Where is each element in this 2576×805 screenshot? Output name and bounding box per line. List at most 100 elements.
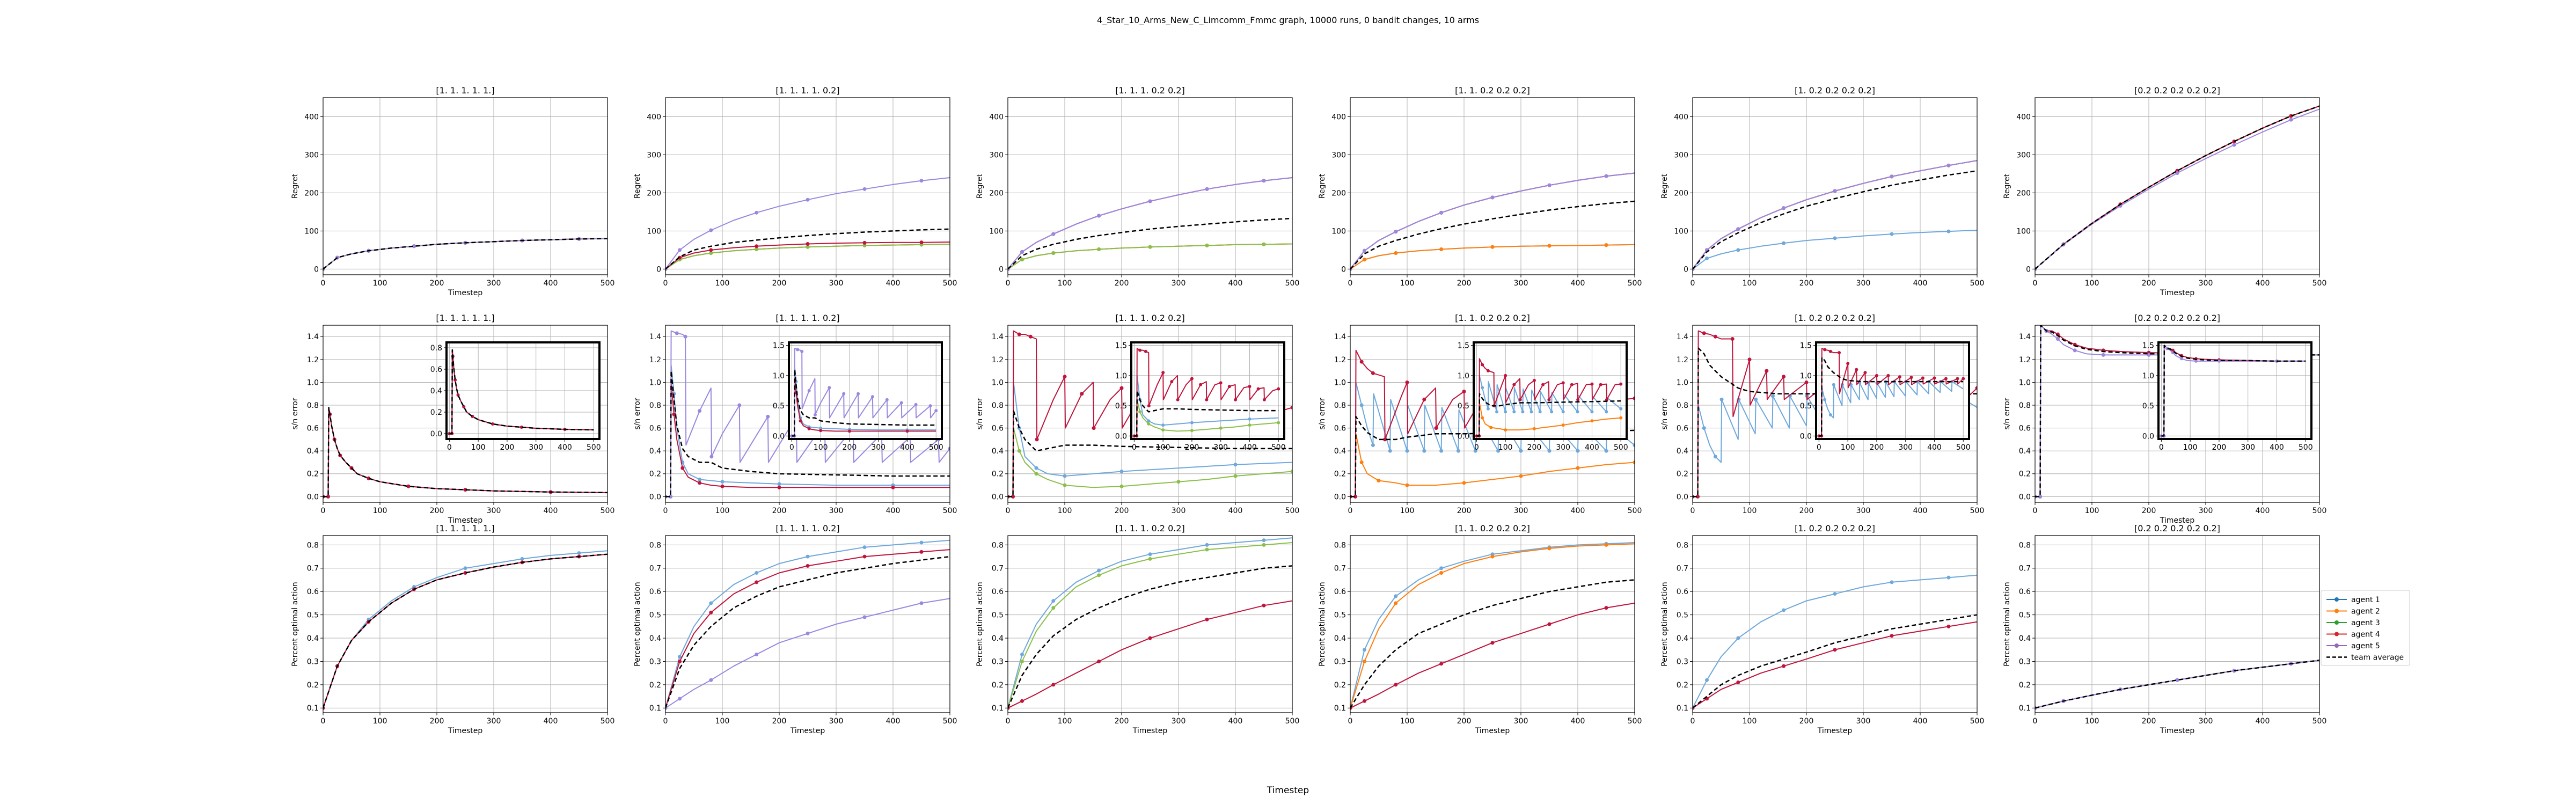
y-tick-label: 400	[1331, 113, 1346, 121]
point-agent-1	[1576, 449, 1580, 453]
point-agent-1	[1833, 236, 1837, 240]
y-tick-label: 0.8	[2019, 541, 2031, 550]
point-agent-4	[755, 244, 759, 248]
subplot: [1. 1. 1. 0.2 0.2] 0 100 200 300 400 500 0.1 0.2…	[976, 523, 1299, 735]
y-tick-label: 0.6	[649, 425, 661, 433]
y-tick-label: 0.5	[1334, 611, 1346, 620]
y-tick-label: 0.0	[649, 493, 661, 501]
point-agent-4	[1833, 648, 1837, 652]
y-tick-label: 0.8	[2019, 401, 2031, 410]
point-agent-4	[919, 240, 924, 245]
point-agent-4	[1863, 371, 1867, 375]
point-agent-4	[463, 570, 467, 575]
y-tick-label: 0.5	[992, 611, 1004, 620]
inset-axes: 0 100 200 300 400 500 0.0 0.2 0.4 0.6 0.8	[430, 341, 601, 452]
point-agent-4	[1462, 389, 1466, 393]
x-tick-label: 200	[1115, 717, 1129, 726]
y-tick-label: 1.4	[649, 333, 661, 341]
point-agent-4	[1962, 377, 1965, 380]
point-agent-4	[1490, 641, 1495, 645]
point-agent-4	[1080, 392, 1084, 396]
point-agent-4	[1838, 351, 1841, 355]
point-agent-4	[1823, 348, 1827, 352]
series-team-average	[2035, 660, 2319, 709]
point-agent-4	[1975, 386, 1977, 390]
x-tick-label: 0	[321, 717, 326, 726]
point-agent-1	[1604, 449, 1608, 453]
y-tick-label: 0.2	[1677, 470, 1688, 479]
y-axis-label: Percent optimal action	[2003, 582, 2011, 667]
point-agent-1	[1495, 410, 1499, 414]
x-tick-label: 300	[1514, 717, 1528, 726]
point-agent-4	[1176, 398, 1180, 401]
point-agent-3	[1262, 242, 1266, 246]
x-tick-label: 100	[373, 717, 387, 726]
y-tick-label: 1.0	[2142, 372, 2154, 380]
legend-marker	[2334, 597, 2339, 602]
point-agent-5	[755, 652, 759, 656]
point-agent-3	[1277, 421, 1280, 425]
x-tick-label: 300	[1172, 507, 1186, 515]
y-tick-label: 0.6	[992, 425, 1004, 433]
point-agent-4	[1148, 636, 1152, 640]
y-tick-label: 0	[2026, 265, 2031, 274]
series-team-average	[665, 370, 950, 497]
point-agent-4	[1599, 383, 1602, 386]
x-tick-label: 300	[487, 279, 501, 288]
point-agent-5	[948, 447, 950, 451]
x-tick-label: 500	[587, 443, 601, 452]
x-tick-label: 100	[1841, 443, 1855, 452]
point-agent-2	[1519, 474, 1523, 478]
legend-entry: team average	[2326, 654, 2404, 662]
x-tick-label: 100	[814, 443, 828, 452]
series-team-average	[1008, 410, 1292, 497]
x-tick-label: 300	[487, 717, 501, 726]
point-agent-1	[1832, 383, 1835, 386]
point-agent-4	[905, 429, 909, 433]
point-agent-3	[755, 247, 759, 251]
y-tick-label: 0.0	[773, 432, 785, 441]
point-agent-4	[806, 242, 810, 246]
y-tick-label: 1.2	[649, 356, 661, 364]
point-agent-4	[1817, 434, 1821, 438]
x-tick-label: 400	[1571, 717, 1585, 726]
y-axis-label: Percent optimal action	[1660, 582, 1669, 667]
axes-frame	[1130, 341, 1285, 440]
x-tick-label: 200	[1115, 279, 1129, 288]
x-tick-label: 300	[1213, 443, 1228, 452]
point-agent-3	[1248, 423, 1252, 427]
y-tick-label: 1.5	[1115, 342, 1127, 350]
point-agent-1	[1147, 419, 1151, 423]
x-tick-label: 500	[1285, 507, 1300, 515]
x-tick-label: 200	[2142, 279, 2156, 288]
y-tick-label: 0.3	[649, 657, 661, 666]
y-tick-label: 0.6	[649, 588, 661, 596]
point-agent-1	[1161, 423, 1165, 427]
x-tick-label: 100	[1743, 507, 1757, 515]
point-agent-5	[862, 615, 867, 619]
series-team-average	[323, 553, 608, 708]
point-agent-4	[709, 248, 713, 252]
x-tick-label: 0	[1006, 717, 1011, 726]
series-group	[1693, 574, 1977, 710]
point-agent-3	[1097, 247, 1101, 251]
point-agent-1	[678, 655, 682, 659]
x-tick-label: 300	[829, 717, 844, 726]
y-tick-label: 0.8	[1677, 401, 1688, 410]
plot-area	[323, 536, 608, 713]
x-tick-label: 500	[2312, 717, 2327, 726]
point-agent-4	[1946, 624, 1951, 628]
point-agent-5	[737, 403, 742, 407]
point-agent-4	[1132, 434, 1136, 438]
series-agent-4	[665, 549, 950, 708]
subplot: [1. 0.2 0.2 0.2 0.2] 0 100 200 300 400 500 0.1 0…	[1660, 523, 1984, 735]
point-agent-5	[828, 386, 831, 390]
plot-area	[1693, 98, 1977, 275]
axes-frame	[2157, 341, 2312, 440]
point-agent-4	[698, 481, 702, 485]
x-tick-label: 0	[1006, 279, 1011, 288]
point-agent-4	[2171, 348, 2175, 352]
legend-label: agent 3	[2351, 619, 2380, 627]
point-agent-4	[1092, 426, 1096, 430]
y-tick-label: 0.1	[992, 704, 1004, 713]
